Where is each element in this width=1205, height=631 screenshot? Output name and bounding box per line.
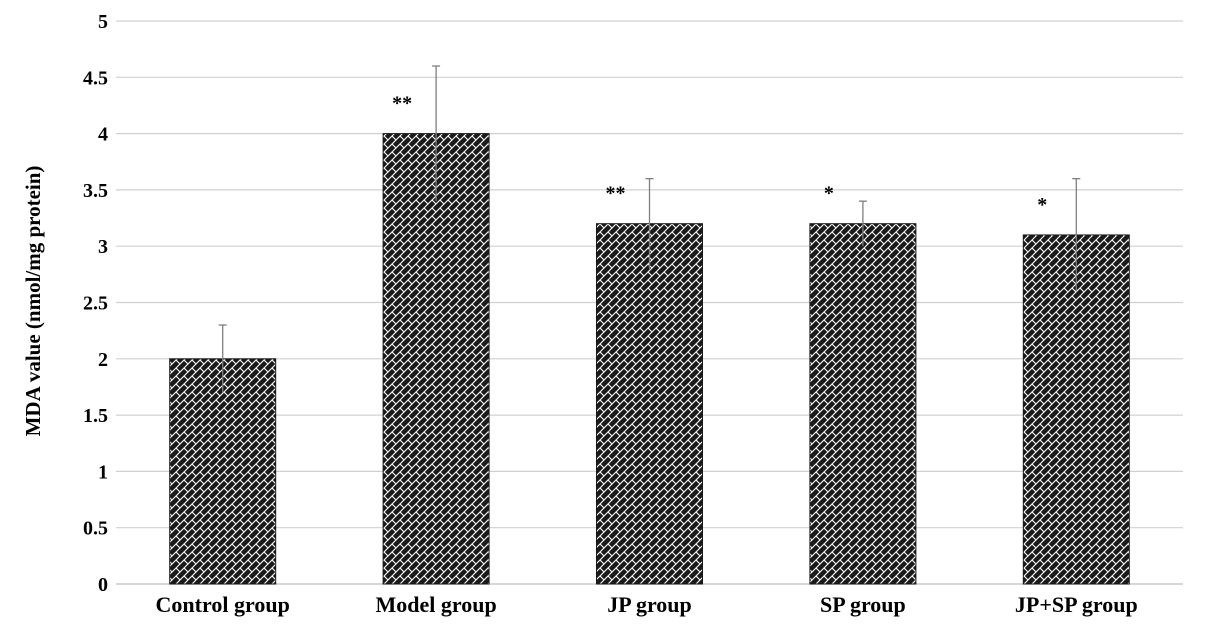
y-tick-label: 0.5 [83,518,108,540]
x-category-label: Model group [375,592,496,617]
y-tick-label: 0 [98,574,108,596]
error-bar [432,65,441,202]
y-tick-label: 1.5 [83,405,108,427]
significance-marker: ** [392,93,412,115]
y-tick-label: 2.5 [83,293,108,315]
y-tick-label: 4.5 [83,67,108,89]
bar-sp-group [809,223,917,585]
error-bars [218,65,1081,393]
bar-jp-sp-group [1022,234,1130,585]
x-axis-labels: Control group Model group JP group SP group… [156,592,1138,617]
x-category-label: SP group [820,592,906,617]
error-bar [858,200,867,247]
x-category-label: Control group [156,592,290,617]
y-tick-label: 3.5 [83,180,108,202]
bar-model-group [382,133,490,585]
x-category-label: JP+SP group [1015,592,1138,617]
y-tick-label: 2 [98,349,108,371]
x-category-label: JP group [607,592,692,617]
y-tick-label: 1 [98,461,108,483]
y-tick-label: 3 [98,236,108,258]
y-axis-ticks: 0 0.5 1 1.5 2 2.5 3 3.5 4 4.5 5 [83,11,108,596]
error-bar [218,324,227,393]
y-axis-title: MDA value (nmol/mg protein) [21,166,45,437]
y-tick-label: 5 [98,11,108,33]
bar-jp-group [596,223,703,585]
bars [169,133,1130,585]
significance-marker: * [1037,194,1047,216]
y-tick-label: 4 [98,124,108,146]
error-bar [645,177,654,269]
bar-control-group [169,358,277,585]
significance-marker: ** [606,183,626,205]
significance-marker: * [824,183,834,205]
significance-markers: **** ** [392,93,1047,216]
error-bar [1072,177,1081,292]
